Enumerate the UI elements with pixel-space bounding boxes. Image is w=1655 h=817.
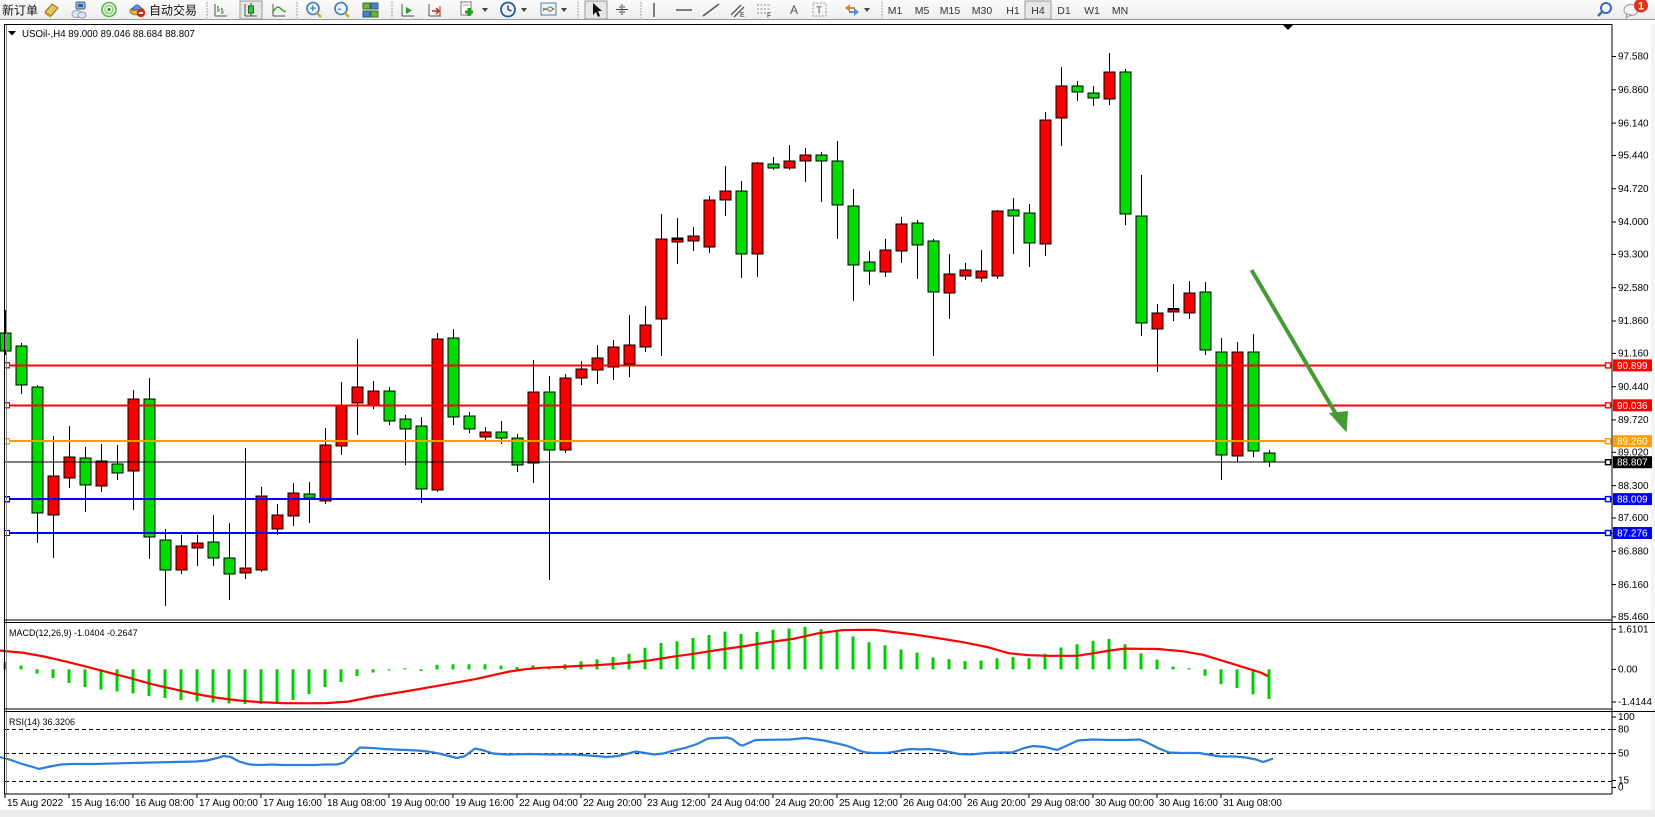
svg-text:30 Aug 16:00: 30 Aug 16:00 — [1159, 798, 1218, 809]
svg-text:0: 0 — [1618, 783, 1624, 794]
svg-text:90.440: 90.440 — [1618, 382, 1649, 393]
svg-text:50: 50 — [1618, 749, 1630, 760]
svg-text:86.160: 86.160 — [1618, 580, 1649, 591]
svg-text:23 Aug 12:00: 23 Aug 12:00 — [647, 798, 706, 809]
svg-text:19 Aug 00:00: 19 Aug 00:00 — [391, 798, 450, 809]
svg-text:17 Aug 16:00: 17 Aug 16:00 — [263, 798, 322, 809]
svg-text:M15: M15 — [940, 5, 961, 17]
svg-text:1.6101: 1.6101 — [1618, 624, 1649, 635]
svg-text:91.160: 91.160 — [1618, 349, 1649, 360]
svg-text:25 Aug 12:00: 25 Aug 12:00 — [839, 798, 898, 809]
svg-text:89.720: 89.720 — [1618, 415, 1649, 426]
svg-text:94.720: 94.720 — [1618, 184, 1649, 195]
svg-text:MN: MN — [1112, 5, 1128, 17]
svg-text:93.300: 93.300 — [1618, 250, 1649, 261]
svg-text:31 Aug 08:00: 31 Aug 08:00 — [1223, 798, 1282, 809]
svg-text:89.020: 89.020 — [1618, 448, 1649, 459]
svg-text:15: 15 — [1618, 776, 1630, 787]
svg-text:85.460: 85.460 — [1618, 612, 1649, 623]
svg-text:M30: M30 — [972, 5, 993, 17]
svg-text:MACD(12,26,9) -1.0404 -0.2647: MACD(12,26,9) -1.0404 -0.2647 — [9, 628, 138, 638]
svg-text:新订单: 新订单 — [2, 3, 38, 18]
svg-text:87.276: 87.276 — [1617, 529, 1648, 540]
svg-text:F: F — [767, 13, 771, 20]
svg-text:86.880: 86.880 — [1618, 547, 1649, 558]
svg-text:17 Aug 00:00: 17 Aug 00:00 — [199, 798, 258, 809]
svg-text:90.036: 90.036 — [1617, 401, 1648, 412]
svg-text:26 Aug 04:00: 26 Aug 04:00 — [903, 798, 962, 809]
svg-text:91.860: 91.860 — [1618, 316, 1649, 327]
svg-text:22 Aug 20:00: 22 Aug 20:00 — [583, 798, 642, 809]
svg-text:22 Aug 04:00: 22 Aug 04:00 — [519, 798, 578, 809]
svg-text:-1.4144: -1.4144 — [1618, 697, 1652, 708]
svg-text:1: 1 — [1638, 1, 1644, 13]
svg-text:15 Aug 2022: 15 Aug 2022 — [7, 798, 64, 809]
svg-text:H1: H1 — [1006, 5, 1020, 17]
svg-text:16 Aug 08:00: 16 Aug 08:00 — [135, 798, 194, 809]
svg-text:E: E — [740, 12, 745, 19]
svg-text:96.140: 96.140 — [1618, 118, 1649, 129]
svg-text:H4: H4 — [1031, 5, 1045, 17]
svg-text:-: - — [338, 3, 342, 15]
svg-text:88.807: 88.807 — [1617, 458, 1648, 469]
svg-text:15 Aug 16:00: 15 Aug 16:00 — [71, 798, 130, 809]
svg-text:T: T — [816, 6, 822, 17]
svg-text:USOil-,H4 89.000 89.046 88.68: USOil-,H4 89.000 89.046 88.684 88.807 — [22, 29, 195, 40]
svg-text:A: A — [790, 3, 798, 17]
svg-text:100: 100 — [1618, 712, 1635, 723]
svg-text:92.580: 92.580 — [1618, 283, 1649, 294]
svg-text:96.860: 96.860 — [1618, 85, 1649, 96]
svg-text:26 Aug 20:00: 26 Aug 20:00 — [967, 798, 1026, 809]
svg-text:18 Aug 08:00: 18 Aug 08:00 — [327, 798, 386, 809]
svg-text:30 Aug 00:00: 30 Aug 00:00 — [1095, 798, 1154, 809]
svg-text:89.260: 89.260 — [1617, 437, 1648, 448]
svg-text:95.440: 95.440 — [1618, 151, 1649, 162]
svg-text:90.899: 90.899 — [1617, 361, 1648, 372]
svg-text:29 Aug 08:00: 29 Aug 08:00 — [1031, 798, 1090, 809]
svg-text:自动交易: 自动交易 — [149, 3, 197, 18]
svg-text:88.009: 88.009 — [1617, 495, 1648, 506]
svg-text:80: 80 — [1618, 725, 1630, 736]
svg-text:94.000: 94.000 — [1618, 217, 1649, 228]
svg-text:88.300: 88.300 — [1618, 481, 1649, 492]
svg-text:19 Aug 16:00: 19 Aug 16:00 — [455, 798, 514, 809]
svg-text:+: + — [310, 3, 316, 15]
svg-text:RSI(14) 36.3206: RSI(14) 36.3206 — [9, 717, 75, 727]
svg-text:D1: D1 — [1057, 5, 1071, 17]
svg-text:97.580: 97.580 — [1618, 52, 1649, 63]
svg-text:0.00: 0.00 — [1618, 665, 1638, 676]
svg-text:24 Aug 20:00: 24 Aug 20:00 — [775, 798, 834, 809]
svg-text:24 Aug 04:00: 24 Aug 04:00 — [711, 798, 770, 809]
svg-text:W1: W1 — [1084, 5, 1100, 17]
svg-text:87.600: 87.600 — [1618, 513, 1649, 524]
svg-text:M5: M5 — [915, 5, 930, 17]
svg-text:M1: M1 — [888, 5, 903, 17]
